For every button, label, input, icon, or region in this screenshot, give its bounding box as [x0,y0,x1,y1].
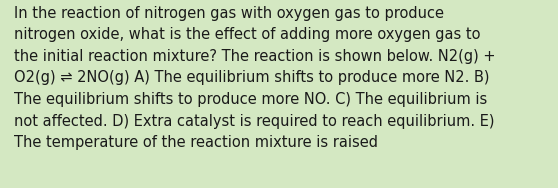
Text: In the reaction of nitrogen gas with oxygen gas to produce
nitrogen oxide, what : In the reaction of nitrogen gas with oxy… [14,6,496,150]
